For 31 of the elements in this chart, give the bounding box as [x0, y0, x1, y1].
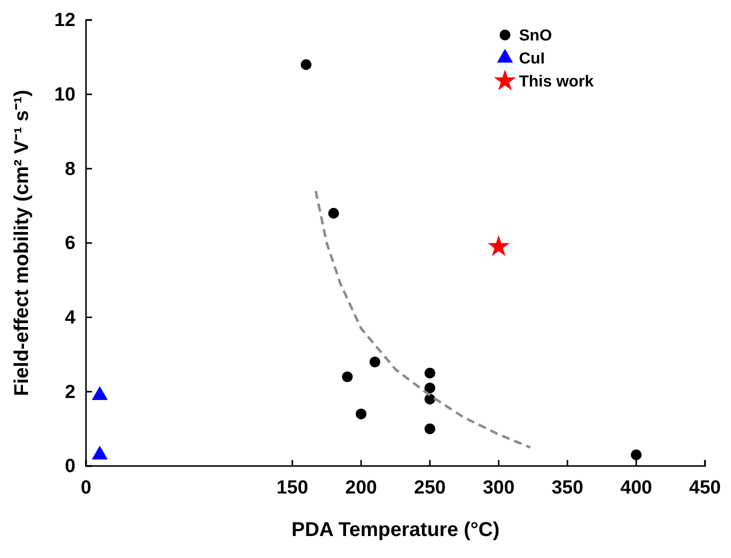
- legend-label: CuI: [519, 50, 545, 68]
- point: [424, 423, 436, 434]
- x-tick-label: 250: [414, 478, 446, 499]
- point: [630, 450, 642, 460]
- x-tick-label: 300: [482, 478, 515, 499]
- point: [424, 382, 436, 394]
- point: [300, 59, 312, 70]
- y-tick-label: 8: [64, 158, 76, 180]
- x-tick-label: 0: [80, 478, 92, 499]
- x-tick-label: 450: [689, 478, 721, 499]
- x-axis-title: PDA Temperature (°C): [291, 519, 500, 541]
- x-tick-label: 200: [345, 478, 377, 499]
- x-tick-label: 150: [276, 478, 308, 499]
- point: [356, 408, 366, 420]
- y-tick-label: 12: [54, 10, 76, 32]
- y-tick-label: 4: [64, 307, 76, 328]
- point: [370, 356, 380, 368]
- x-tick-label: 400: [620, 478, 652, 499]
- line-series: [314, 190, 532, 449]
- point: [488, 235, 510, 256]
- y-tick-label: 2: [64, 382, 76, 403]
- point: [424, 368, 436, 378]
- y-tick-label: 0: [64, 456, 76, 478]
- x-tick-label: 350: [552, 478, 584, 499]
- y-tick-label: 10: [54, 84, 76, 106]
- legend-label: This work: [519, 74, 594, 91]
- point: [328, 208, 339, 219]
- y-tick-label: 6: [64, 233, 76, 254]
- legend-label: SnO: [519, 28, 552, 45]
- y-axis-title: Field-effect mobility (cm² V⁻¹ s⁻¹): [11, 90, 33, 396]
- point: [342, 371, 353, 382]
